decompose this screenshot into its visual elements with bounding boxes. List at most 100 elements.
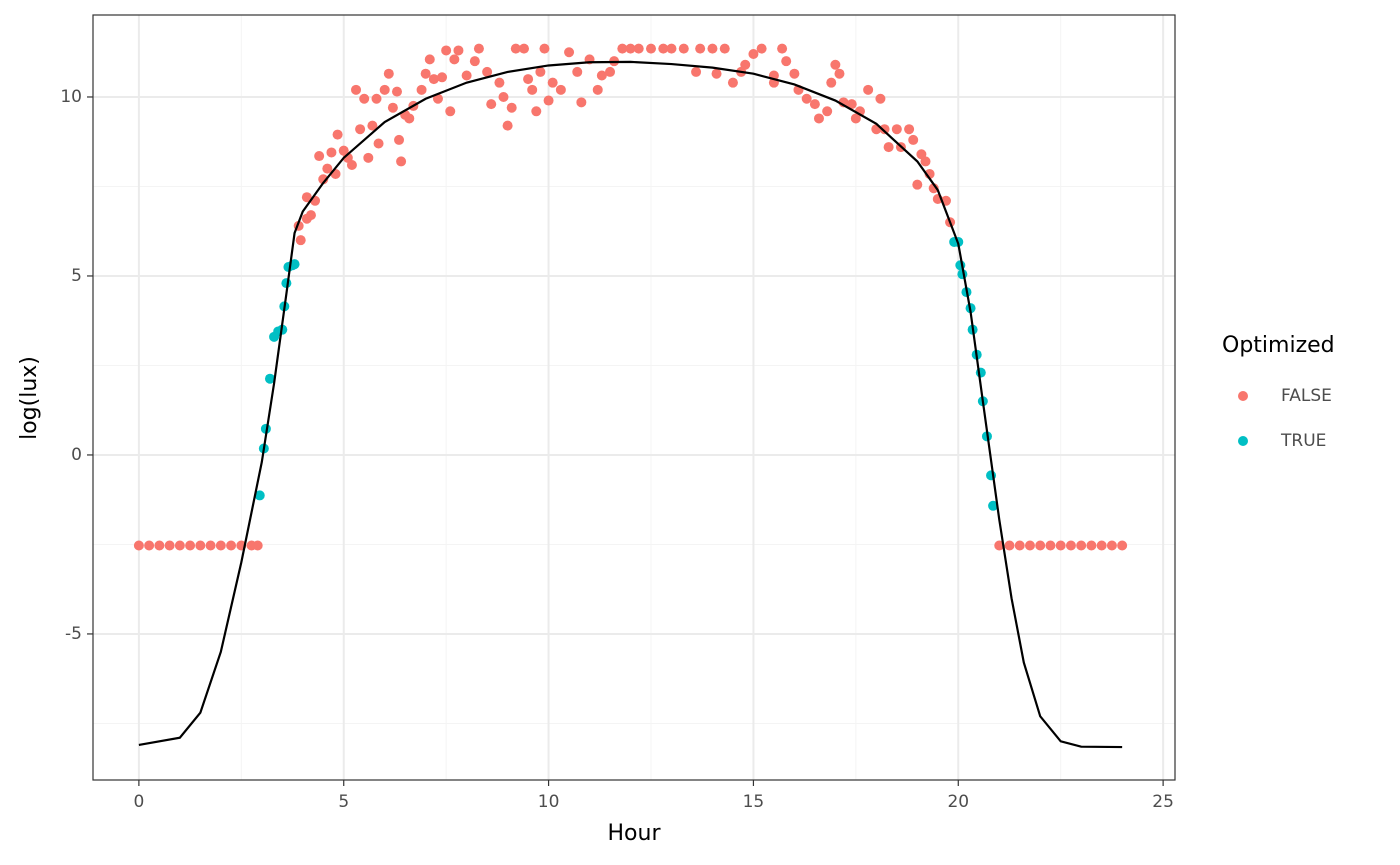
point bbox=[531, 106, 542, 117]
y-axis-title: log(lux) bbox=[17, 356, 42, 440]
point bbox=[469, 56, 480, 67]
point bbox=[289, 259, 300, 270]
point bbox=[576, 97, 587, 108]
point bbox=[424, 54, 435, 65]
point bbox=[846, 99, 857, 110]
point bbox=[164, 540, 175, 551]
point bbox=[539, 43, 550, 54]
point bbox=[564, 47, 575, 58]
point bbox=[445, 106, 456, 117]
point bbox=[617, 43, 628, 54]
point bbox=[432, 93, 443, 104]
point bbox=[975, 367, 986, 378]
point bbox=[707, 43, 718, 54]
point bbox=[883, 142, 894, 153]
point bbox=[1035, 540, 1046, 551]
fit-line bbox=[138, 60, 1123, 749]
x-tick-label: 5 bbox=[338, 792, 349, 812]
point bbox=[215, 540, 226, 551]
point bbox=[756, 43, 767, 54]
point bbox=[863, 84, 874, 95]
point bbox=[394, 134, 405, 145]
point bbox=[1076, 540, 1087, 551]
legend-title: Optimized bbox=[1222, 333, 1335, 358]
point bbox=[359, 93, 370, 104]
point bbox=[473, 43, 484, 54]
point bbox=[461, 70, 472, 81]
legend-label: TRUE bbox=[1280, 431, 1326, 451]
point bbox=[502, 120, 513, 131]
point bbox=[391, 86, 402, 97]
point bbox=[453, 45, 464, 56]
point bbox=[1096, 540, 1107, 551]
point bbox=[318, 174, 329, 185]
point bbox=[711, 68, 722, 79]
point bbox=[154, 540, 165, 551]
point bbox=[822, 106, 833, 117]
y-tick-label: 5 bbox=[71, 266, 82, 286]
point bbox=[1117, 540, 1128, 551]
point bbox=[789, 68, 800, 79]
point bbox=[226, 540, 237, 551]
point bbox=[373, 138, 384, 149]
point bbox=[264, 373, 275, 384]
point bbox=[748, 49, 759, 60]
point bbox=[314, 151, 325, 162]
point bbox=[404, 113, 415, 124]
point bbox=[326, 147, 337, 158]
point bbox=[891, 124, 902, 135]
point bbox=[295, 235, 306, 246]
point bbox=[1106, 540, 1117, 551]
legend-key bbox=[1238, 436, 1248, 446]
point bbox=[834, 68, 845, 79]
point bbox=[1086, 540, 1097, 551]
point bbox=[527, 84, 538, 95]
point bbox=[301, 192, 312, 203]
point bbox=[396, 156, 407, 167]
point bbox=[332, 129, 343, 140]
x-axis-title: Hour bbox=[608, 821, 662, 846]
legend-label: FALSE bbox=[1281, 386, 1332, 406]
point bbox=[371, 93, 382, 104]
x-tick-label: 20 bbox=[947, 792, 969, 812]
point bbox=[719, 43, 730, 54]
point bbox=[254, 490, 265, 501]
point bbox=[205, 540, 216, 551]
y-tick-label: 10 bbox=[60, 87, 82, 107]
point bbox=[994, 540, 1005, 551]
point bbox=[486, 99, 497, 110]
x-tick-label: 15 bbox=[743, 792, 765, 812]
point bbox=[592, 84, 603, 95]
point bbox=[498, 91, 509, 102]
point bbox=[1004, 540, 1015, 551]
point bbox=[523, 74, 534, 85]
point bbox=[678, 43, 689, 54]
x-tick-label: 0 bbox=[133, 792, 144, 812]
point bbox=[633, 43, 644, 54]
point bbox=[912, 179, 923, 190]
point bbox=[920, 156, 931, 167]
point bbox=[809, 99, 820, 110]
point bbox=[510, 43, 521, 54]
point bbox=[988, 500, 999, 511]
point bbox=[379, 84, 390, 95]
point bbox=[875, 93, 886, 104]
y-tick-label: -5 bbox=[65, 624, 82, 644]
point bbox=[801, 93, 812, 104]
point bbox=[572, 66, 583, 77]
point bbox=[363, 152, 374, 163]
point bbox=[1014, 540, 1025, 551]
point bbox=[322, 163, 333, 174]
point bbox=[351, 84, 362, 95]
point bbox=[252, 540, 263, 551]
point bbox=[367, 120, 378, 131]
point bbox=[420, 68, 431, 79]
point bbox=[777, 43, 788, 54]
point bbox=[646, 43, 657, 54]
y-tick-label: 0 bbox=[71, 445, 82, 465]
point bbox=[908, 134, 919, 145]
point bbox=[449, 54, 460, 65]
legend-key bbox=[1238, 391, 1248, 401]
point bbox=[904, 124, 915, 135]
